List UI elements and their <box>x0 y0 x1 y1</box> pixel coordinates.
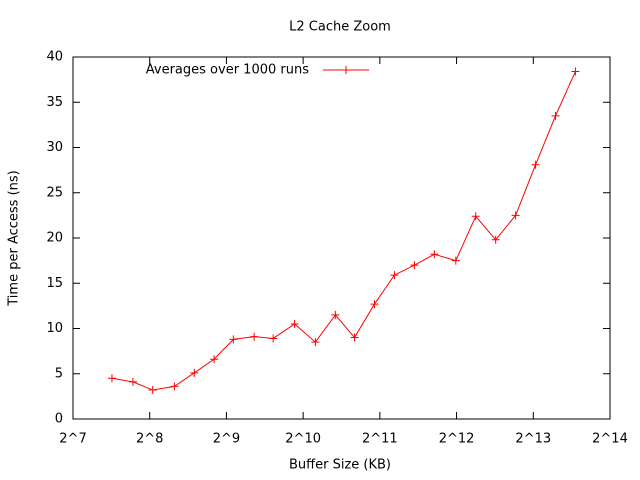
x-axis-label: Buffer Size (KB) <box>289 458 391 473</box>
point-marker <box>511 211 520 220</box>
y-tick-label: 20 <box>46 231 63 246</box>
x-tick-label: 2^9 <box>213 432 240 447</box>
point-marker <box>350 333 359 342</box>
plot-frame <box>72 56 611 420</box>
point-marker <box>331 310 340 319</box>
x-tick-label: 2^8 <box>136 432 163 447</box>
y-tick-label: 25 <box>46 185 63 200</box>
x-tick-label: 2^13 <box>515 432 551 447</box>
y-tick-label: 0 <box>55 412 63 427</box>
point-marker <box>148 386 157 395</box>
point-marker <box>410 261 419 270</box>
point-marker <box>390 271 399 280</box>
point-marker <box>471 212 480 221</box>
y-axis-label: Time per Access (ns) <box>7 170 22 306</box>
point-marker <box>370 300 379 309</box>
point-marker <box>430 250 439 259</box>
chart-title: L2 Cache Zoom <box>289 20 391 35</box>
point-marker <box>229 335 238 344</box>
point-marker <box>451 256 460 265</box>
point-marker <box>311 338 320 347</box>
x-tick-label: 2^14 <box>592 432 628 447</box>
y-tick-label: 15 <box>46 276 63 291</box>
x-tick-label: 2^10 <box>285 432 321 447</box>
y-tick-label: 30 <box>46 140 63 155</box>
point-marker <box>210 355 219 364</box>
legend-label: Averages over 1000 runs <box>146 63 309 78</box>
point-marker <box>190 368 199 377</box>
point-marker <box>128 377 137 386</box>
x-tick-label: 2^11 <box>362 432 398 447</box>
point-marker <box>170 382 179 391</box>
point-marker <box>250 332 259 341</box>
y-tick-label: 5 <box>55 366 63 381</box>
x-tick-label: 2^12 <box>439 432 475 447</box>
point-marker <box>107 374 116 383</box>
y-tick-label: 40 <box>46 50 63 65</box>
legend-swatch <box>323 66 369 74</box>
point-marker <box>551 111 560 120</box>
y-tick-label: 35 <box>46 95 63 110</box>
y-tick-label: 10 <box>46 321 63 336</box>
point-marker <box>269 334 278 343</box>
point-marker <box>571 67 580 76</box>
series-line <box>111 71 576 391</box>
x-tick-label: 2^7 <box>59 432 86 447</box>
point-marker <box>290 319 299 328</box>
point-marker <box>531 160 540 169</box>
point-marker <box>491 235 500 244</box>
